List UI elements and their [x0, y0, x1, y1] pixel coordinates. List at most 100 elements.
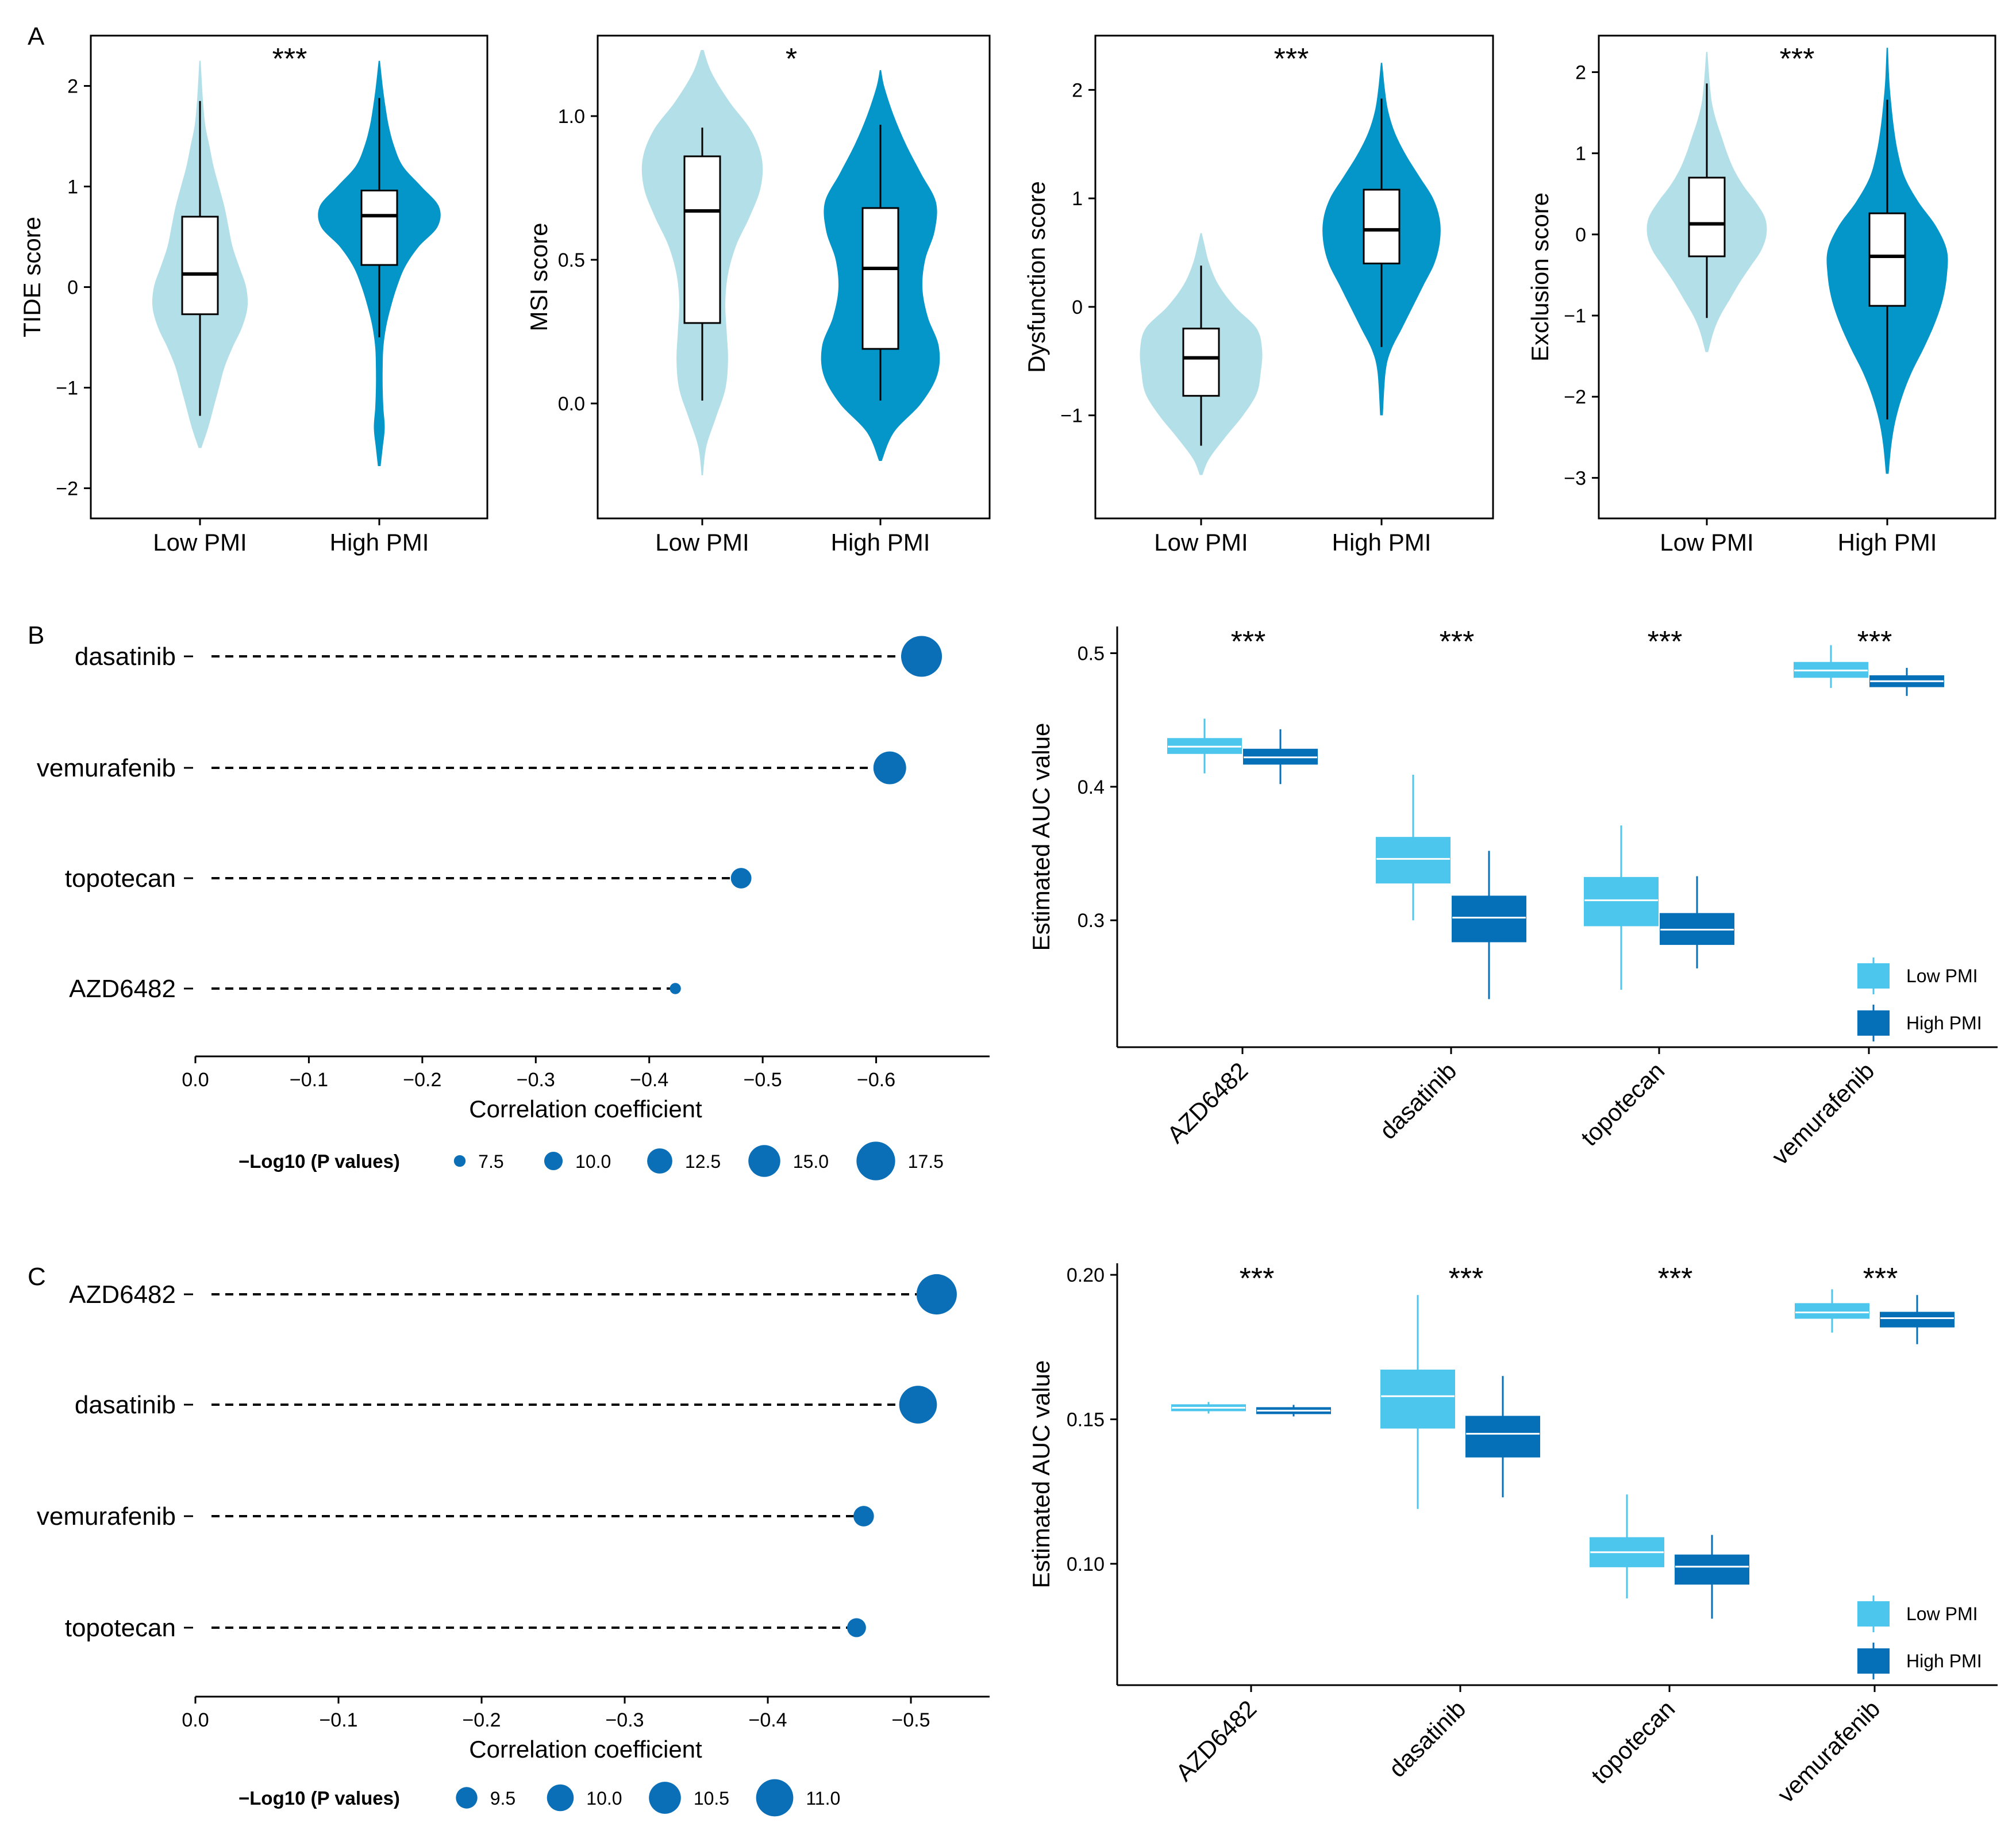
legend-size-dot	[748, 1145, 780, 1177]
drug-label-vemurafenib: vemurafenib	[37, 1502, 176, 1531]
significance-stars: ***	[1240, 1262, 1275, 1295]
plot-frame	[597, 34, 991, 520]
box-iqr	[1675, 1554, 1749, 1585]
x-tick-label: −0.5	[891, 1709, 930, 1731]
box-iqr	[1363, 189, 1401, 264]
legend-size-dot	[856, 1141, 895, 1181]
x-tick-label: dasatinib	[1374, 1057, 1461, 1144]
x-tick-label: High PMI	[831, 529, 930, 556]
lollipop-panel-B: B 0.0 −0.1 −0.2 −0.3 −0.4 −0.5 −0.6 Correlation …	[28, 621, 990, 1181]
y-tick-label: 2	[67, 76, 78, 98]
x-tick-label: 0.0	[182, 1069, 209, 1091]
y-axis-label: Estimated AUC value	[1028, 723, 1055, 951]
violin-panel-4: −3 −2 −1 0 1 2 Exclusion score Low PMI High PMI *…	[1526, 34, 1996, 556]
y-tick-label: 0	[1575, 224, 1586, 246]
legend-size-label: 10.5	[694, 1788, 729, 1809]
box-iqr	[1868, 212, 1906, 307]
x-tick-label: −0.2	[462, 1709, 501, 1731]
x-tick-label: Low PMI	[655, 529, 749, 556]
x-tick-label: High PMI	[1838, 529, 1937, 556]
x-tick-label: −0.3	[605, 1709, 644, 1731]
legend-size-dot	[544, 1151, 563, 1171]
significance-stars: ***	[1857, 625, 1892, 659]
box-iqr	[861, 207, 899, 350]
x-tick-label: −0.1	[319, 1709, 357, 1731]
legend-label: Low PMI	[1906, 966, 1977, 986]
legend-size-dot	[456, 1787, 478, 1809]
x-tick-label: −0.4	[630, 1069, 668, 1091]
legend-label: Low PMI	[1906, 1604, 1977, 1624]
drug-label-azd6482: AZD6482	[69, 1281, 176, 1309]
y-tick-label: 1.0	[558, 106, 585, 128]
x-tick-label: −0.4	[748, 1709, 787, 1731]
legend-key-box	[1857, 1601, 1890, 1627]
box-iqr	[1452, 895, 1526, 943]
y-tick-label: −1	[1060, 405, 1083, 427]
significance-stars: ***	[1863, 1262, 1898, 1295]
legend-title: −Log10 (P values)	[238, 1151, 400, 1172]
auc-boxplot-panel-1: 0.3 0.4 0.5 Estimated AUC value AZD6482 *** da…	[1028, 625, 1998, 1170]
x-tick-label: vemurafenib	[1767, 1057, 1880, 1170]
y-axis-label: Estimated AUC value	[1028, 1360, 1055, 1589]
significance-stars: ***	[1440, 625, 1475, 659]
x-tick-label: AZD6482	[1162, 1057, 1253, 1148]
violin-panel-2: 0.0 0.5 1.0 MSI score Low PMI High PMI *	[525, 34, 991, 556]
x-tick-label: −0.1	[290, 1069, 328, 1091]
legend-size-dot	[547, 1784, 574, 1812]
box-iqr	[1795, 1303, 1869, 1319]
correlation-dot	[847, 1618, 866, 1637]
correlation-dot	[730, 868, 752, 889]
significance-stars: *	[786, 43, 797, 76]
panel-label-C: C	[28, 1263, 46, 1291]
x-tick-label: −0.2	[403, 1069, 441, 1091]
y-axis-label: Exclusion score	[1526, 193, 1553, 362]
x-tick-label: dasatinib	[1383, 1695, 1471, 1782]
significance-stars: ***	[1449, 1262, 1484, 1295]
panel-label-A: A	[28, 22, 45, 51]
x-tick-label: topotecan	[1586, 1695, 1680, 1789]
box-iqr	[1688, 176, 1726, 257]
x-axis-label: Correlation coefficient	[469, 1095, 702, 1122]
legend-size-label: 17.5	[908, 1151, 944, 1172]
y-tick-label: 0.5	[1078, 643, 1105, 664]
legend-size-dot	[453, 1155, 466, 1167]
y-tick-label: −2	[56, 478, 78, 500]
legend-size-dot	[649, 1782, 681, 1814]
box-iqr	[1380, 1370, 1455, 1429]
y-tick-label: −1	[56, 378, 78, 399]
x-tick-label: High PMI	[330, 529, 429, 556]
legend-key-box	[1857, 1010, 1890, 1036]
x-axis-label: Correlation coefficient	[469, 1736, 702, 1763]
correlation-dot	[670, 983, 681, 994]
x-tick-label: High PMI	[1332, 529, 1432, 556]
drug-label-dasatinib: dasatinib	[75, 643, 176, 671]
legend-size-dot	[647, 1148, 672, 1174]
y-tick-label: 0.20	[1067, 1264, 1105, 1286]
y-tick-label: 0.5	[558, 249, 585, 271]
legend-size-label: 10.0	[586, 1788, 622, 1809]
drug-label-topotecan: topotecan	[65, 864, 176, 893]
y-tick-label: 0	[67, 277, 78, 299]
legend-title: −Log10 (P values)	[238, 1787, 400, 1809]
violin-panel-1: −2 −1 0 1 2 TIDE score Low PMI High PMI *** A	[18, 22, 488, 556]
x-tick-label: −0.3	[517, 1069, 555, 1091]
legend-size-label: 7.5	[478, 1151, 503, 1172]
significance-stars: ***	[1648, 625, 1683, 659]
correlation-dot	[901, 636, 942, 677]
box-iqr	[360, 190, 398, 266]
x-tick-label: vemurafenib	[1772, 1695, 1886, 1808]
box-iqr	[1880, 1312, 1955, 1328]
box-iqr	[1465, 1416, 1540, 1458]
x-tick-label: Low PMI	[1660, 529, 1753, 556]
y-tick-label: 2	[1575, 62, 1586, 84]
y-tick-label: 0.10	[1067, 1554, 1105, 1575]
legend-size-label: 10.0	[575, 1151, 611, 1172]
x-tick-label: Low PMI	[1154, 529, 1248, 556]
y-tick-label: 1	[1575, 143, 1586, 165]
y-tick-label: 0.3	[1078, 910, 1105, 932]
significance-stars: ***	[1231, 625, 1266, 659]
y-axis-label: Dysfunction score	[1023, 181, 1050, 373]
panel-label-B: B	[28, 621, 44, 649]
lollipop-panel-C: C 0.0 −0.1 −0.2 −0.3 −0.4 −0.5 Correlation coef…	[28, 1263, 990, 1817]
